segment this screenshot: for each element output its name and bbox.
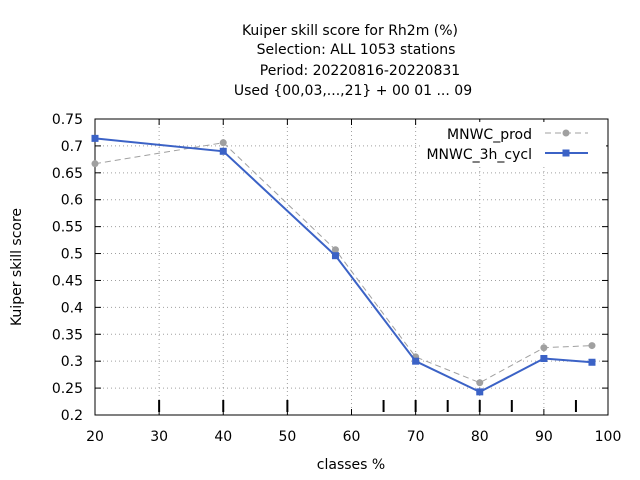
legend: MNWC_prod MNWC_3h_cycl <box>420 122 606 166</box>
x-tick-labels: 20 30 40 50 60 70 80 90 100 <box>86 429 621 445</box>
chart-title-line-3: Period: 20220816-20220831 <box>260 63 460 79</box>
y-tick-label: 0.2 <box>61 408 83 424</box>
x-tick-label: 100 <box>595 429 622 445</box>
x-tick-label: 60 <box>343 429 361 445</box>
data-point-mnwc-3h-cycl <box>540 354 548 362</box>
chart-title-line-4: Used {00,03,...,21} + 00 01 ... 09 <box>234 83 472 99</box>
chart-title-line-1: Kuiper skill score for Rh2m (%) <box>242 23 458 39</box>
data-point-mnwc-prod <box>91 160 99 168</box>
y-tick-label: 0.5 <box>61 247 83 263</box>
x-tick-label: 90 <box>535 429 553 445</box>
y-tick-label: 0.6 <box>61 193 83 209</box>
y-axis-label: Kuiper skill score <box>9 208 25 326</box>
y-tick-label: 0.4 <box>61 300 83 316</box>
legend-label-mnwc-prod: MNWC_prod <box>447 127 532 143</box>
grid <box>95 119 608 415</box>
y-tick-label: 0.55 <box>52 220 83 236</box>
series <box>91 134 596 396</box>
class-marks <box>158 400 577 412</box>
x-tick-label: 50 <box>278 429 296 445</box>
series-line-mnwc-prod <box>94 142 593 384</box>
legend-marker-mnwc-3h-cycl <box>562 149 570 157</box>
x-tick-label: 30 <box>150 429 168 445</box>
data-point-mnwc-prod <box>588 342 596 350</box>
y-tick-label: 0.35 <box>52 327 83 343</box>
data-point-mnwc-3h-cycl <box>331 252 339 260</box>
data-point-mnwc-3h-cycl <box>588 358 596 366</box>
x-tick-label: 80 <box>471 429 489 445</box>
data-point-mnwc-3h-cycl <box>476 388 484 396</box>
legend-label-mnwc-3h-cycl: MNWC_3h_cycl <box>426 147 532 163</box>
data-point-mnwc-prod <box>476 379 484 387</box>
series-line-mnwc-3h-cycl <box>94 137 593 394</box>
series-mnwc-3h-cycl <box>91 134 596 396</box>
data-point-mnwc-prod <box>331 246 339 254</box>
chart-title-line-2: Selection: ALL 1053 stations <box>257 42 456 58</box>
series-mnwc-prod <box>91 139 596 387</box>
y-tick-label: 0.75 <box>52 112 83 128</box>
x-axis-label: classes % <box>317 457 385 473</box>
y-tick-label: 0.65 <box>52 166 83 182</box>
y-tick-labels: 0.2 0.25 0.3 0.35 0.4 0.45 0.5 0.55 0.6 0.65 0.7 0.… <box>52 112 83 424</box>
y-tick-label: 0.25 <box>52 381 83 397</box>
data-point-mnwc-prod <box>540 344 548 352</box>
legend-background <box>420 122 606 166</box>
data-point-mnwc-3h-cycl <box>219 147 227 155</box>
x-tick-label: 70 <box>407 429 425 445</box>
x-tick-label: 40 <box>214 429 232 445</box>
legend-marker-mnwc-prod <box>562 129 570 137</box>
legend-swatches <box>545 129 588 157</box>
data-point-mnwc-prod <box>219 139 227 147</box>
y-tick-label: 0.45 <box>52 273 83 289</box>
data-point-mnwc-3h-cycl <box>412 357 420 365</box>
y-tick-label: 0.3 <box>61 354 83 370</box>
chart-title: Kuiper skill score for Rh2m (%) Selectio… <box>234 23 472 99</box>
x-tick-label: 20 <box>86 429 104 445</box>
y-tick-label: 0.7 <box>61 139 83 155</box>
data-point-mnwc-3h-cycl <box>91 134 99 142</box>
